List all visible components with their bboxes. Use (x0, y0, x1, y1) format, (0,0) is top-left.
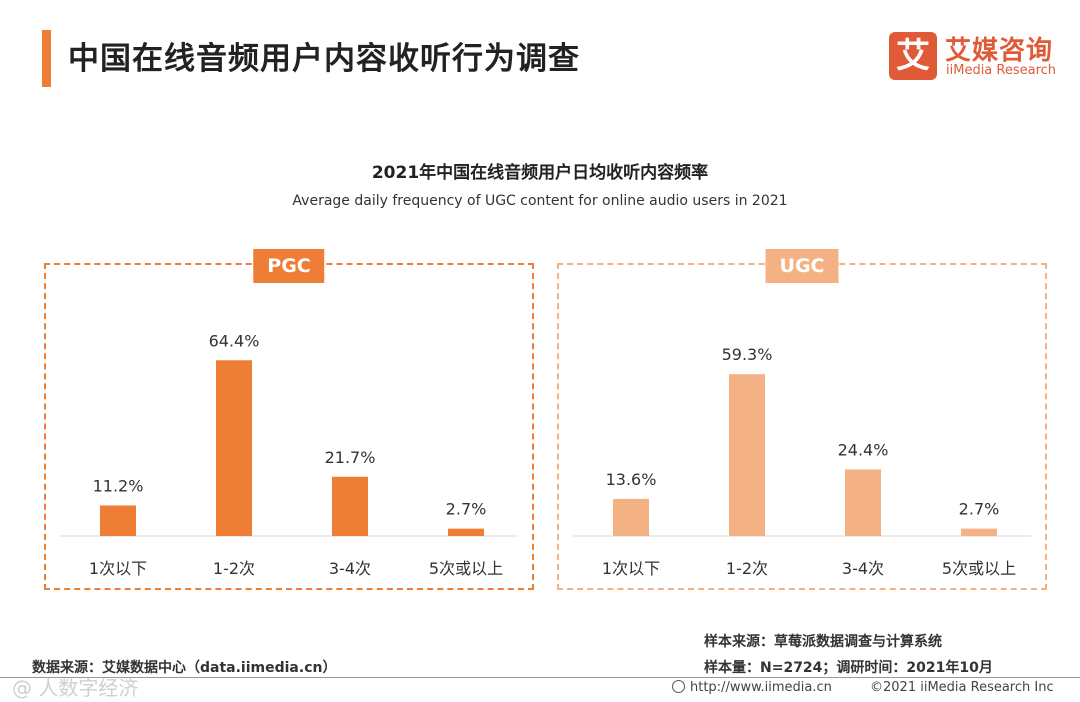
iimedia-logo: 艾 艾媒咨询 iiMedia Research (889, 30, 1064, 82)
pgc-bar-4 (448, 528, 484, 536)
pgc-data-label-4: 2.7% (446, 500, 487, 519)
logo-mark-icon: 艾 (889, 32, 937, 80)
ugc-category-label-2: 1-2次 (726, 559, 768, 578)
data-source: 数据来源：艾媒数据中心（data.iimedia.cn） (32, 660, 337, 676)
ugc-bar-3 (845, 469, 881, 536)
pgc-panel-label: PGC (253, 249, 325, 283)
pgc-data-label-3: 21.7% (325, 448, 376, 467)
chart-subtitle: Average daily frequency of UGC content f… (292, 193, 788, 209)
pgc-chart-panel: PGC 11.2% 1次以下 64.4% 1-2次 21.7% 3-4次 2.7% 5次或以上 (44, 249, 534, 590)
pgc-bar-3 (332, 476, 368, 536)
footer-copyright: ©2021 iiMedia Research Inc (870, 680, 1054, 695)
pgc-data-label-2: 64.4% (209, 331, 260, 350)
pgc-category-label-3: 3-4次 (329, 559, 371, 578)
logo-name-en: iiMedia Research (946, 63, 1057, 78)
ugc-bar-chart: 13.6% 1次以下 59.3% 1-2次 24.4% 3-4次 2.7% 5次或以上 (573, 345, 1031, 578)
pgc-bar-2 (216, 360, 252, 536)
ugc-category-label-1: 1次以下 (602, 559, 660, 578)
ugc-data-label-4: 2.7% (959, 500, 1000, 519)
pgc-category-label-2: 1-2次 (213, 559, 255, 578)
watermark: @ 人数字经济 (12, 676, 139, 700)
globe-icon (672, 680, 685, 693)
ugc-bar-2 (729, 374, 765, 536)
pgc-category-label-4: 5次或以上 (429, 559, 503, 578)
ugc-bar-1 (613, 498, 649, 536)
ugc-category-label-3: 3-4次 (842, 559, 884, 578)
ugc-category-label-4: 5次或以上 (942, 559, 1016, 578)
title-accent-bar (42, 30, 51, 87)
ugc-data-label-2: 59.3% (722, 345, 773, 364)
footer-divider (0, 677, 1080, 678)
ugc-data-label-1: 13.6% (606, 470, 657, 489)
footer-url-text: http://www.iimedia.cn (690, 680, 832, 695)
sample-size: 样本量：N=2724；调研时间：2021年10月 (704, 660, 993, 676)
ugc-data-label-3: 24.4% (838, 440, 889, 459)
pgc-data-label-1: 11.2% (93, 476, 144, 495)
ugc-chart-panel: UGC 13.6% 1次以下 59.3% 1-2次 24.4% 3-4次 2.7% 5次或以上 (557, 249, 1047, 590)
chart-title: 2021年中国在线音频用户日均收听内容频率 (371, 163, 709, 183)
ugc-bar-4 (961, 528, 997, 536)
logo-name-cn: 艾媒咨询 (945, 36, 1054, 66)
pgc-category-label-1: 1次以下 (89, 559, 147, 578)
footer-url-link[interactable]: http://www.iimedia.cn (672, 680, 832, 695)
sample-source: 样本来源：草莓派数据调查与计算系统 (704, 634, 942, 650)
pgc-bar-1 (100, 505, 136, 536)
ugc-panel-label: UGC (765, 249, 839, 283)
pgc-bar-chart: 11.2% 1次以下 64.4% 1-2次 21.7% 3-4次 2.7% 5次或以上 (60, 331, 518, 578)
page-title: 中国在线音频用户内容收听行为调查 (68, 41, 580, 77)
